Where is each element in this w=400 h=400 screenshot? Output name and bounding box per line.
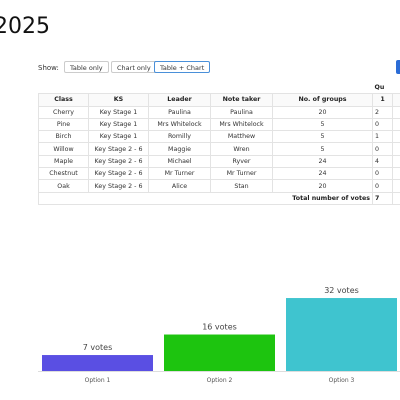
cell-empty [392, 130, 400, 144]
cell: Maple [38, 154, 89, 169]
bar [286, 298, 397, 371]
cell-empty [392, 154, 400, 169]
group-header-row: Qu [39, 82, 400, 94]
table-row: Pine Key Stage 1 Mrs Whitelock Mrs Whiteloc… [38, 117, 400, 132]
cell: Key Stage 2 - 6 [88, 179, 149, 193]
cell: Ryver [210, 154, 273, 169]
bar-label: 32 votes [324, 286, 359, 295]
cell-empty [392, 191, 400, 205]
cell: Mr Turner [210, 167, 273, 181]
table-row: Oak Key Stage 2 - 6 Alice Stan 20 0 [38, 179, 400, 193]
action-button[interactable] [396, 60, 400, 74]
bar [164, 334, 275, 371]
cell: 5 [271, 130, 374, 144]
cell: Willow [38, 142, 89, 156]
cell: 5 [271, 117, 374, 132]
cell: 5 [271, 142, 374, 156]
category-label: Option 2 [207, 377, 233, 384]
header-row: Class KS Leader Note taker No. of groups 1 [38, 93, 400, 107]
view-button[interactable]: Table + Chart [154, 61, 211, 73]
category-label: Option 3 [329, 377, 355, 384]
cell: Oak [38, 179, 89, 193]
cell: Chestnut [38, 167, 89, 181]
votes-table: Qu Class KS Leader Note taker No. of groups 1 C… [38, 82, 400, 205]
cell-empty [392, 167, 400, 181]
cell-empty [392, 142, 400, 156]
view-button[interactable]: Table only [64, 61, 109, 73]
view-button[interactable]: Chart only [111, 61, 157, 73]
bar-label: 7 votes [83, 343, 113, 352]
cell: 20 [271, 179, 374, 193]
category-label: Option 1 [85, 377, 111, 384]
cell: Wren [210, 142, 273, 156]
page-title: 2025 [0, 14, 50, 39]
cell: 0 [372, 167, 394, 181]
cell: 24 [271, 167, 374, 181]
bar [42, 355, 153, 371]
show-label: Show: [38, 64, 59, 72]
table-row: Willow Key Stage 2 - 6 Maggie Wren 5 0 [38, 142, 400, 156]
table-row: Birch Key Stage 1 Romilly Matthew 5 1 [38, 130, 400, 144]
total-label: Total number of votes [38, 191, 374, 205]
cell-empty [392, 179, 400, 193]
cell-empty [392, 117, 400, 132]
cell: Pine [38, 117, 89, 132]
cell: Mrs Whitelock [210, 117, 273, 132]
table-row: Chestnut Key Stage 2 - 6 Mr Turner Mr Turne… [38, 167, 400, 181]
group-header: Qu [374, 84, 385, 92]
cell: 24 [271, 154, 374, 169]
bar-label: 16 votes [202, 323, 237, 332]
cell: Matthew [210, 130, 273, 144]
table-wrap: Qu Class KS Leader Note taker No. of groups 1 C… [38, 82, 400, 205]
table-row: Maple Key Stage 2 - 6 Michael Ryver 24 4 [38, 154, 400, 169]
total-row: Total number of votes 7 [38, 191, 400, 205]
